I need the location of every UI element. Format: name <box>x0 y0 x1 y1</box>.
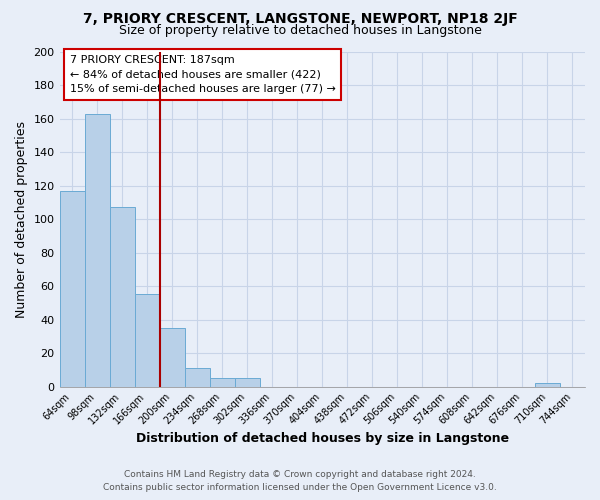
X-axis label: Distribution of detached houses by size in Langstone: Distribution of detached houses by size … <box>136 432 509 445</box>
Bar <box>235 378 260 386</box>
Text: Size of property relative to detached houses in Langstone: Size of property relative to detached ho… <box>119 24 481 37</box>
Text: 7, PRIORY CRESCENT, LANGSTONE, NEWPORT, NP18 2JF: 7, PRIORY CRESCENT, LANGSTONE, NEWPORT, … <box>83 12 517 26</box>
Bar <box>160 328 185 386</box>
Y-axis label: Number of detached properties: Number of detached properties <box>15 120 28 318</box>
Bar <box>110 208 134 386</box>
Text: 7 PRIORY CRESCENT: 187sqm
← 84% of detached houses are smaller (422)
15% of semi: 7 PRIORY CRESCENT: 187sqm ← 84% of detac… <box>70 55 336 94</box>
Bar <box>209 378 235 386</box>
Text: Contains HM Land Registry data © Crown copyright and database right 2024.
Contai: Contains HM Land Registry data © Crown c… <box>103 470 497 492</box>
Bar <box>535 384 560 386</box>
Bar <box>85 114 110 386</box>
Bar <box>185 368 209 386</box>
Bar <box>134 294 160 386</box>
Bar <box>59 190 85 386</box>
